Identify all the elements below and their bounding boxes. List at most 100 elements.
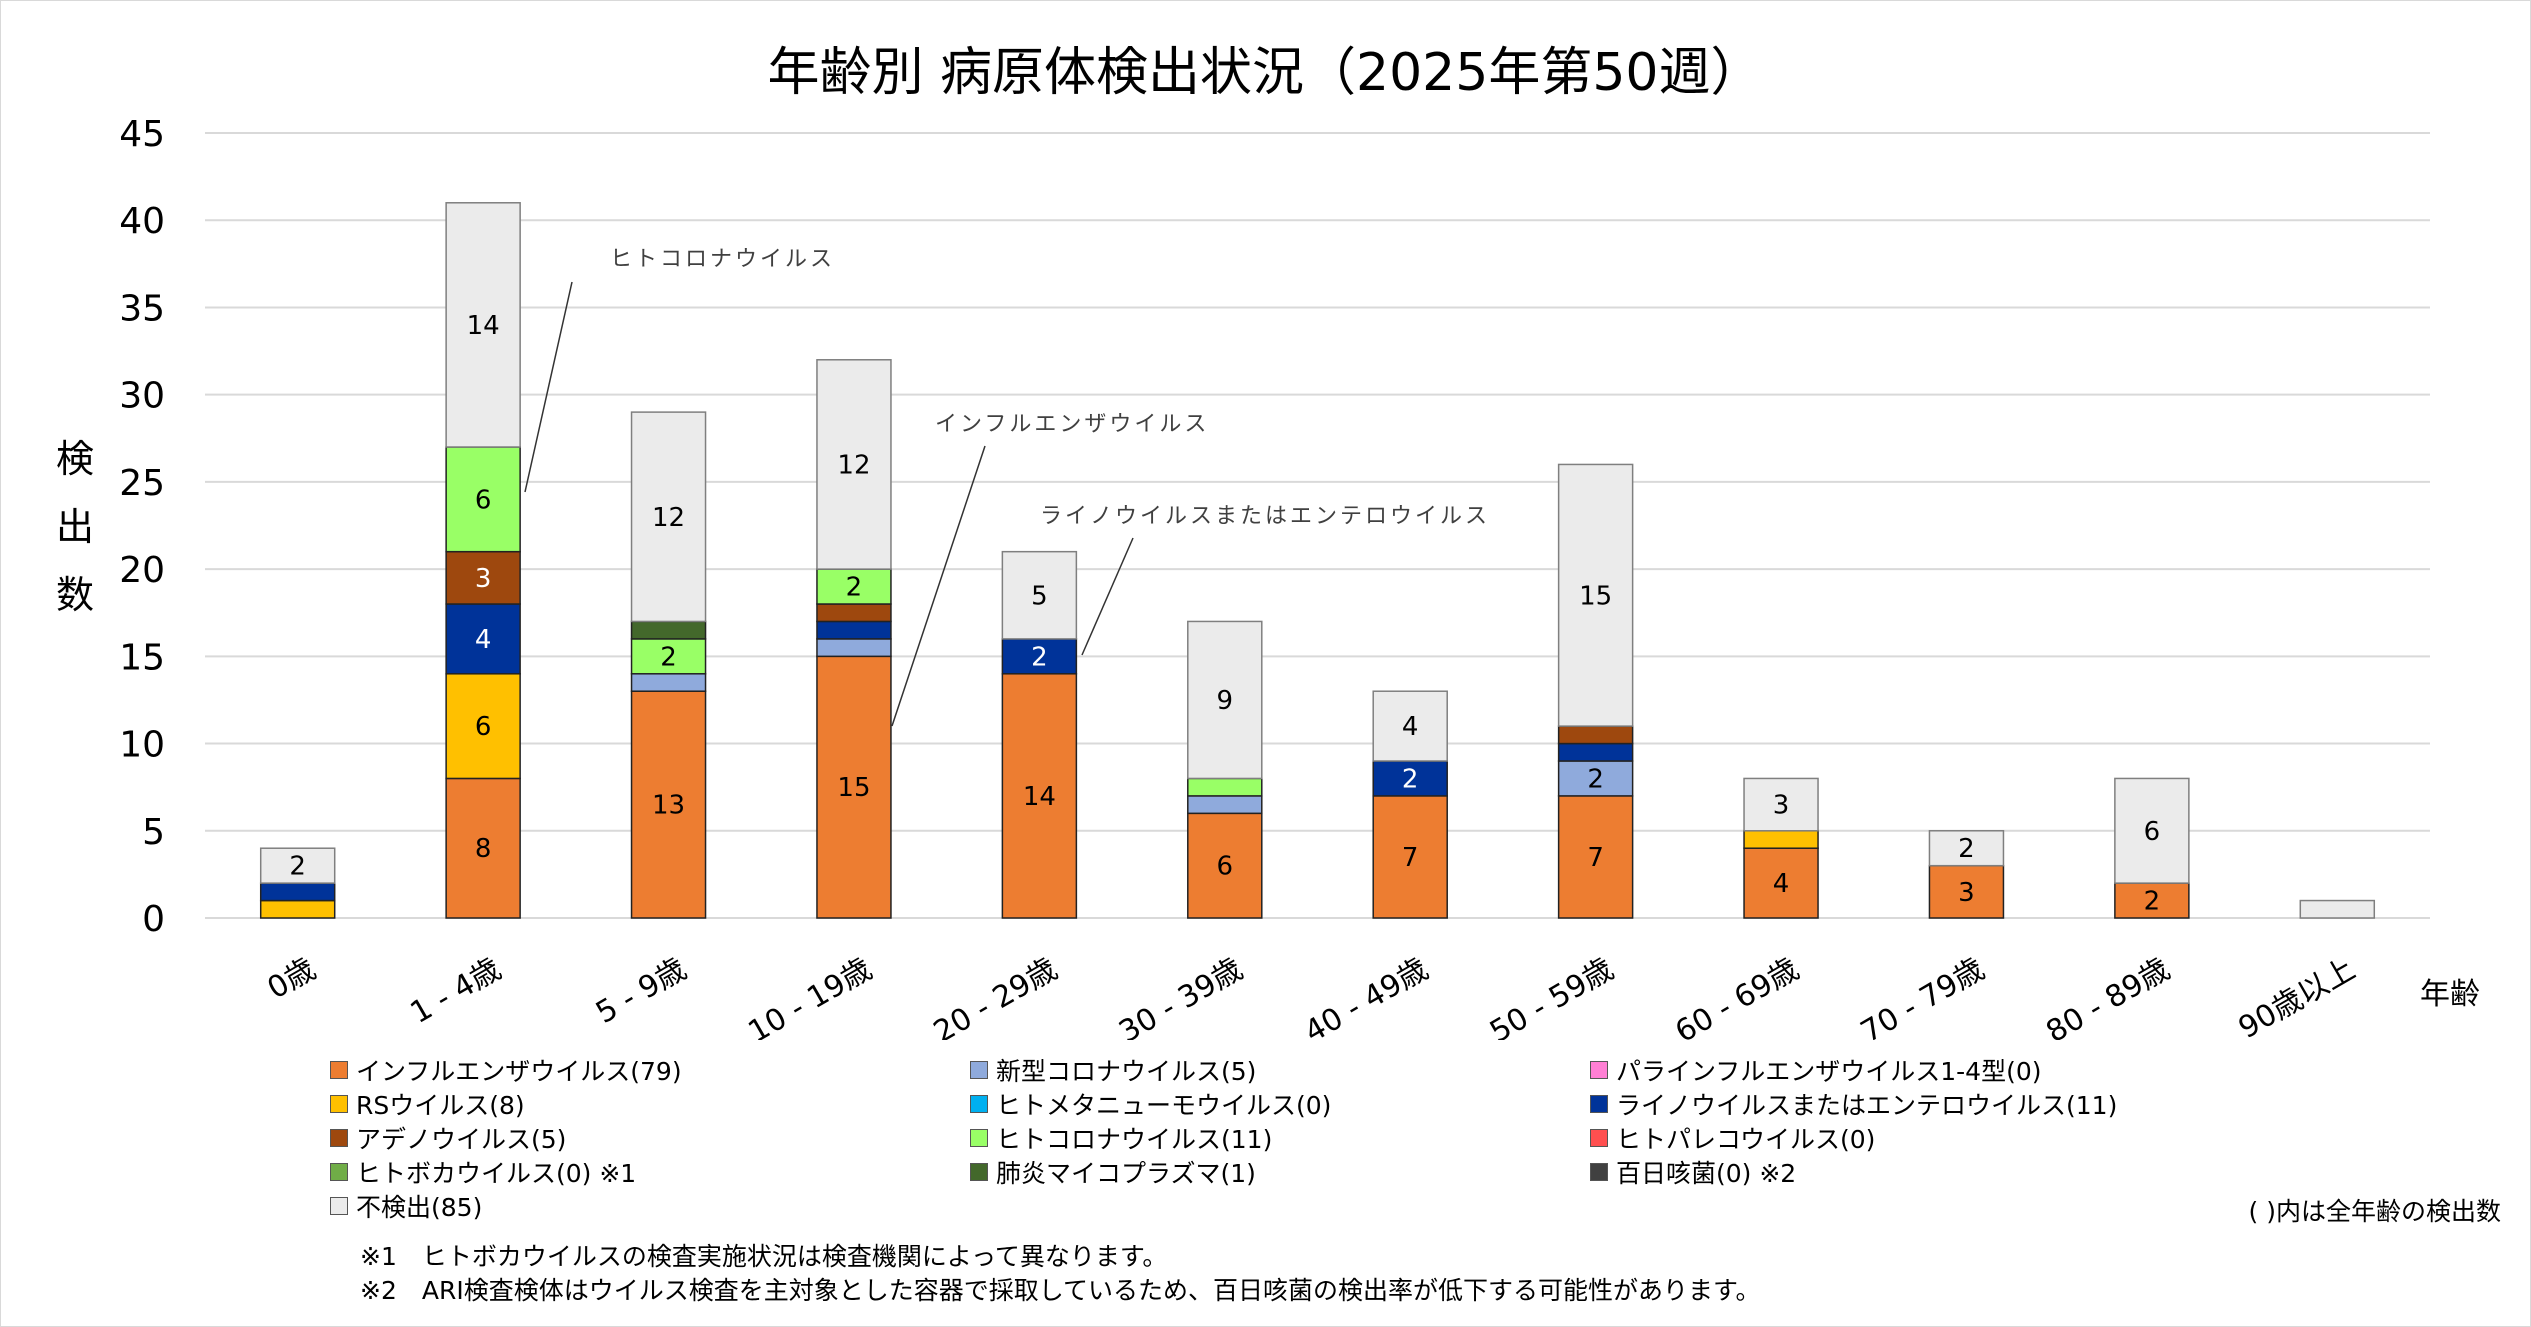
footnote-2: ※2 ARI検査検体はウイルス検査を主対象とした容器で採取しているため、百日咳菌… [360,1276,1761,1305]
y-tick-label: 45 [119,114,165,155]
footnote-1: ※1 ヒトボカウイルスの検査実施状況は検査機関によって異なります。 [360,1242,1168,1271]
bar-segment [1187,777,1263,797]
x-tick-label: 90歳以上 [2233,952,2362,1040]
bar-data-label: 15 [1579,581,1612,611]
legend-item: 不検出(85) [330,1188,482,1224]
bar-data-label: 6 [2144,817,2161,847]
bar-segment [445,777,521,919]
bar-segment [1557,463,1634,727]
legend-swatch [330,1095,348,1113]
bar-segment [1557,742,1634,762]
legend-label: 肺炎マイコプラズマ(1) [996,1159,1256,1188]
x-tick-label: 20 - 29歳 [928,952,1063,1040]
x-tick-label: 30 - 39歳 [1113,952,1248,1040]
x-axis-ticks: 0歳 1 - 4歳 5 - 9歳 10 - 19歳 20 - 29歳 30 - 39歳 40… [262,952,2362,1040]
y-tick-label: 35 [119,288,165,329]
bar-data-label: 8 [475,834,492,864]
legend-item: ヒトコロナウイルス(11) [970,1120,1272,1156]
legend-label: 新型コロナウイルス(5) [996,1057,1257,1086]
y-axis-label-char-2: 出 [56,505,94,549]
legend-swatch [330,1061,348,1079]
x-tick-label: 5 - 9歳 [590,952,692,1031]
bar-data-label: 3 [1958,878,1975,908]
legend: インフルエンザウイルス(79) 新型コロナウイルス(5) パラインフルエンザウイルス… [330,1052,2530,1232]
y-tick-label: 25 [119,463,165,504]
bar-segment [1187,795,1263,815]
bar-segment [2299,899,2376,919]
x-axis-label: 年齢 [2420,977,2480,1012]
bar-data-label: 4 [1402,712,1419,742]
bar-segment [259,847,336,884]
y-tick-label: 40 [119,201,165,242]
legend-label: インフルエンザウイルス(79) [356,1057,682,1086]
bar-data-label: 4 [1773,869,1790,899]
legend-note: ( )内は全年齢の検出数 [2248,1197,2501,1226]
y-tick-label: 30 [119,376,165,417]
bar-data-label: 3 [475,564,492,594]
bar-data-label: 2 [2144,887,2161,917]
bar-segment [816,568,892,605]
legend-label: アデノウイルス(5) [356,1125,567,1154]
callout-leader-line [524,281,573,493]
bar-data-label: 12 [837,450,870,480]
legend-item: インフルエンザウイルス(79) [330,1052,682,1088]
x-tick-label: 80 - 89歳 [2040,952,2175,1040]
x-tick-label: 50 - 59歳 [1484,952,1619,1040]
legend-item: ヒトボカウイルス(0) ※1 [330,1154,636,1190]
legend-swatch [330,1163,348,1181]
bar-segment [630,411,707,623]
x-tick-label: 1 - 4歳 [405,952,507,1031]
bar-data-label: 2 [846,573,863,603]
bar-segment [816,620,892,640]
legend-item: アデノウイルス(5) [330,1120,566,1156]
bar-data-label: 2 [1402,764,1419,794]
bar-segment [816,359,892,570]
bar-segment [259,882,336,902]
bar-segment [2114,777,2190,884]
bar-data-label: 3 [1773,791,1790,821]
chart-title: 年齢別 病原体検出状況（2025年第50週） [767,43,1762,103]
bar-segment [1557,795,1634,919]
bar-segment [445,446,521,553]
y-tick-label: 15 [119,637,165,678]
bar-data-label: 14 [467,311,500,341]
legend-swatch [330,1197,348,1215]
bar-segment [2114,882,2190,919]
x-tick-label: 70 - 79歳 [1855,952,1990,1040]
bar-segment [445,673,521,780]
bar-data-label: 9 [1217,686,1234,716]
bar-segment [1001,550,1078,640]
bar-segment [1928,864,2005,919]
bar-segment [630,620,707,640]
bars: 2 8 6 4 3 6 14 13 2 12 15 2 12 14 2 5 6 9 7 2 4 7 2 15 4 3 3 2 2 6 [259,202,2376,919]
x-tick-label: 60 - 69歳 [1670,952,1805,1040]
bar-segment [1372,690,1448,762]
callout-leader-line [891,445,986,727]
legend-item: パラインフルエンザウイルス1-4型(0) [1590,1052,2042,1088]
legend-swatch [970,1163,988,1181]
callout-label: ライノウイルスまたはエンテロウイルス [1040,504,1490,529]
legend-label: ヒトボカウイルス(0) ※1 [356,1159,637,1188]
bar-data-label: 13 [652,791,685,821]
gridlines [205,132,2430,919]
bar-data-label: 14 [1023,782,1056,812]
x-tick-label: 10 - 19歳 [742,952,877,1040]
bar-segment [630,673,707,692]
y-tick-label: 0 [142,899,165,940]
y-axis-label-char-1: 検 [56,437,94,481]
bar-data-label: 6 [475,485,492,515]
legend-label: ライノウイルスまたはエンテロウイルス(11) [1616,1091,2118,1120]
legend-label: 百日咳菌(0) ※2 [1616,1159,1797,1188]
legend-swatch [1590,1163,1608,1181]
legend-label: パラインフルエンザウイルス1-4型(0) [1616,1057,2042,1086]
bar-segment [1743,830,1819,849]
bar-segment [1557,760,1634,797]
bar-segment [1743,777,1819,832]
bar-segment [1372,795,1448,919]
bar-segment [445,603,521,675]
bar-segment [1372,760,1448,797]
bar-data-label: 2 [660,642,677,672]
bar-segment [630,690,707,919]
legend-item: ヒトメタニューモウイルス(0) [970,1086,1331,1122]
y-tick-label: 20 [119,550,165,591]
